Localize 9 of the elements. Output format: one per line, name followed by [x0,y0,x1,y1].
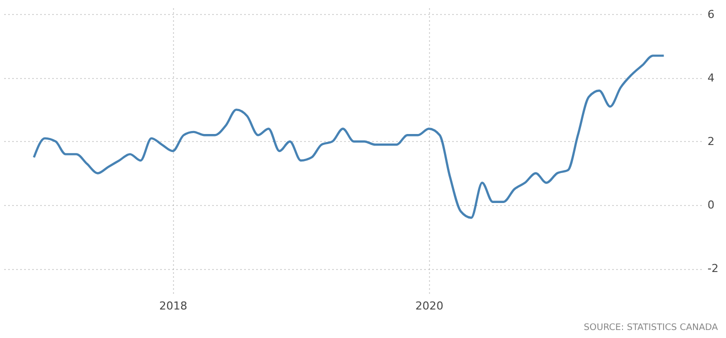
y-tick-label: 0 [708,198,714,212]
line-series [32,54,665,219]
source-note: SOURCE: STATISTICS CANADA [584,323,719,333]
x-tick-label: 2018 [159,300,188,312]
y-tick-label: 6 [708,8,714,21]
y-tick-label: 2 [708,134,714,148]
x-tick-label: 2020 [415,300,444,312]
y-tick-label: 4 [708,71,714,84]
y-tick-label: -2 [708,262,718,276]
